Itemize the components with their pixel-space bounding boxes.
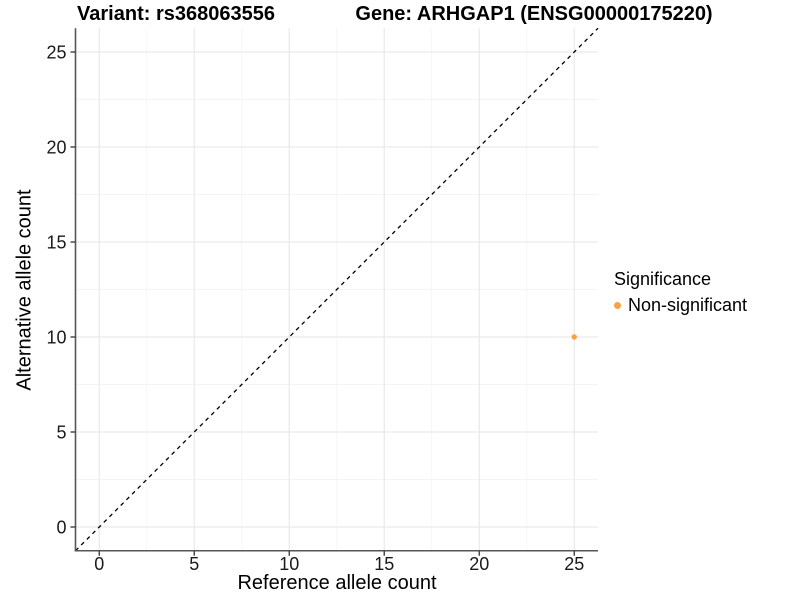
y-axis-title: Alternative allele count — [13, 189, 36, 391]
y-tick-label: 25 — [46, 43, 66, 63]
x-tick-label: 20 — [469, 554, 489, 574]
legend: Significance Non-significant — [614, 269, 747, 316]
data-point — [571, 334, 577, 340]
y-tick-label: 0 — [56, 518, 66, 538]
y-tick-label: 5 — [56, 423, 66, 443]
x-axis-title: Reference allele count — [237, 572, 437, 594]
gene-title: Gene: ARHGAP1 (ENSG00000175220) — [355, 3, 713, 25]
legend-title: Significance — [614, 269, 712, 289]
x-tick-label: 25 — [564, 554, 584, 574]
variant-title: Variant: rs368063556 — [77, 3, 275, 25]
x-tick-label: 5 — [189, 554, 199, 574]
legend-point-icon — [614, 301, 621, 309]
y-tick-label: 10 — [46, 328, 66, 348]
x-tick-label: 15 — [374, 554, 394, 574]
x-tick-label: 10 — [279, 554, 299, 574]
legend-entry: Non-significant — [614, 295, 747, 316]
x-tick-label: 0 — [94, 554, 104, 574]
y-tick-label: 20 — [46, 138, 66, 158]
y-tick-label: 15 — [46, 233, 66, 253]
legend-entry-label: Non-significant — [628, 294, 748, 315]
identity-line — [75, 27, 599, 552]
